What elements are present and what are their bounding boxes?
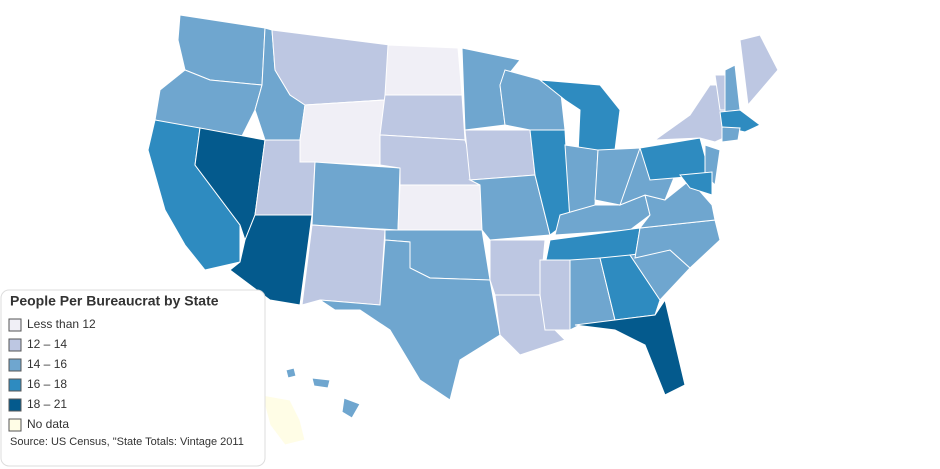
legend-swatch (8, 398, 22, 412)
state (679, 171, 713, 196)
legend-label: Less than 12 (27, 317, 96, 331)
state (574, 298, 686, 396)
state (499, 69, 566, 131)
legend-swatch (8, 358, 22, 372)
legend-label: No data (27, 417, 69, 431)
state (301, 224, 386, 306)
legend-label: 18 – 21 (27, 397, 67, 411)
state (285, 367, 297, 379)
legend-swatch (8, 378, 22, 392)
legend-label: 12 – 14 (27, 337, 67, 351)
state (638, 179, 716, 229)
state (397, 184, 483, 231)
state (229, 214, 313, 306)
legend-label: 16 – 18 (27, 377, 67, 391)
state (341, 397, 361, 419)
source: Source: US Census, "State Totals: Vintag… (10, 436, 244, 448)
state (539, 259, 571, 331)
state (271, 29, 391, 106)
legend-swatch (8, 418, 22, 432)
legend-items: Less than 12 12 – 14 14 – 16 16 – 18 18 – 21… (8, 317, 96, 432)
state (379, 94, 466, 141)
state (261, 394, 306, 446)
state (154, 69, 263, 141)
state (719, 109, 761, 133)
state (724, 64, 741, 113)
states (147, 14, 779, 446)
legend-label: 14 – 16 (27, 357, 67, 371)
legend-swatch (8, 318, 22, 332)
legend-title: People Per Bureaucrat by State (10, 293, 219, 309)
legend-box (0, 289, 266, 467)
state (311, 377, 331, 389)
state (299, 99, 386, 166)
state (739, 34, 779, 107)
state (464, 129, 536, 181)
state (599, 254, 661, 321)
state (384, 44, 463, 96)
state (311, 161, 401, 231)
state (489, 239, 546, 296)
legend-swatch (8, 338, 22, 352)
state (721, 126, 741, 143)
state (319, 239, 501, 401)
